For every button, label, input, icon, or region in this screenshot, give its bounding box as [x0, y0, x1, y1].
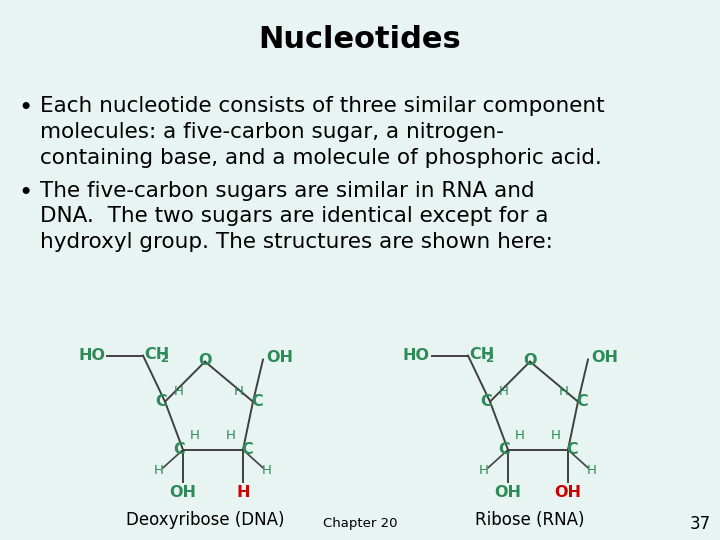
Text: Each nucleotide consists of three similar component: Each nucleotide consists of three simila… [40, 96, 605, 116]
Text: C: C [173, 442, 185, 457]
Text: Chapter 20: Chapter 20 [323, 517, 397, 530]
Text: CH: CH [144, 347, 169, 362]
Text: •: • [18, 96, 32, 120]
Text: HO: HO [403, 348, 430, 363]
Text: H: H [174, 385, 184, 398]
Text: H: H [154, 464, 164, 477]
Text: Ribose (RNA): Ribose (RNA) [475, 511, 585, 529]
Text: containing base, and a molecule of phosphoric acid.: containing base, and a molecule of phosp… [40, 147, 602, 167]
Text: H: H [234, 385, 244, 398]
Text: C: C [480, 394, 492, 409]
Text: H: H [236, 485, 250, 500]
Text: OH: OH [495, 485, 521, 500]
Text: H: H [587, 464, 597, 477]
Text: 2: 2 [485, 352, 493, 365]
Text: 2: 2 [160, 352, 168, 365]
Text: C: C [566, 442, 578, 457]
Text: CH: CH [469, 347, 494, 362]
Text: OH: OH [169, 485, 197, 500]
Text: C: C [498, 442, 510, 457]
Text: hydroxyl group. The structures are shown here:: hydroxyl group. The structures are shown… [40, 232, 553, 252]
Text: H: H [262, 464, 272, 477]
Text: DNA.  The two sugars are identical except for a: DNA. The two sugars are identical except… [40, 206, 549, 226]
Text: H: H [190, 429, 200, 442]
Text: C: C [251, 394, 263, 409]
Text: Deoxyribose (DNA): Deoxyribose (DNA) [126, 511, 284, 529]
Text: H: H [559, 385, 569, 398]
Text: HO: HO [78, 348, 105, 363]
Text: Nucleotides: Nucleotides [258, 25, 462, 53]
Text: O: O [198, 353, 212, 368]
Text: H: H [499, 385, 509, 398]
Text: OH: OH [554, 485, 582, 500]
Text: H: H [551, 429, 561, 442]
Text: molecules: a five-carbon sugar, a nitrogen-: molecules: a five-carbon sugar, a nitrog… [40, 122, 504, 141]
Text: •: • [18, 180, 32, 205]
Text: The five-carbon sugars are similar in RNA and: The five-carbon sugars are similar in RN… [40, 180, 535, 200]
Text: 37: 37 [690, 515, 711, 533]
Text: H: H [515, 429, 525, 442]
Text: C: C [576, 394, 588, 409]
Text: H: H [226, 429, 236, 442]
Text: C: C [155, 394, 167, 409]
Text: C: C [241, 442, 253, 457]
Text: OH: OH [591, 350, 618, 365]
Text: H: H [479, 464, 489, 477]
Text: OH: OH [266, 350, 293, 365]
Text: O: O [523, 353, 536, 368]
